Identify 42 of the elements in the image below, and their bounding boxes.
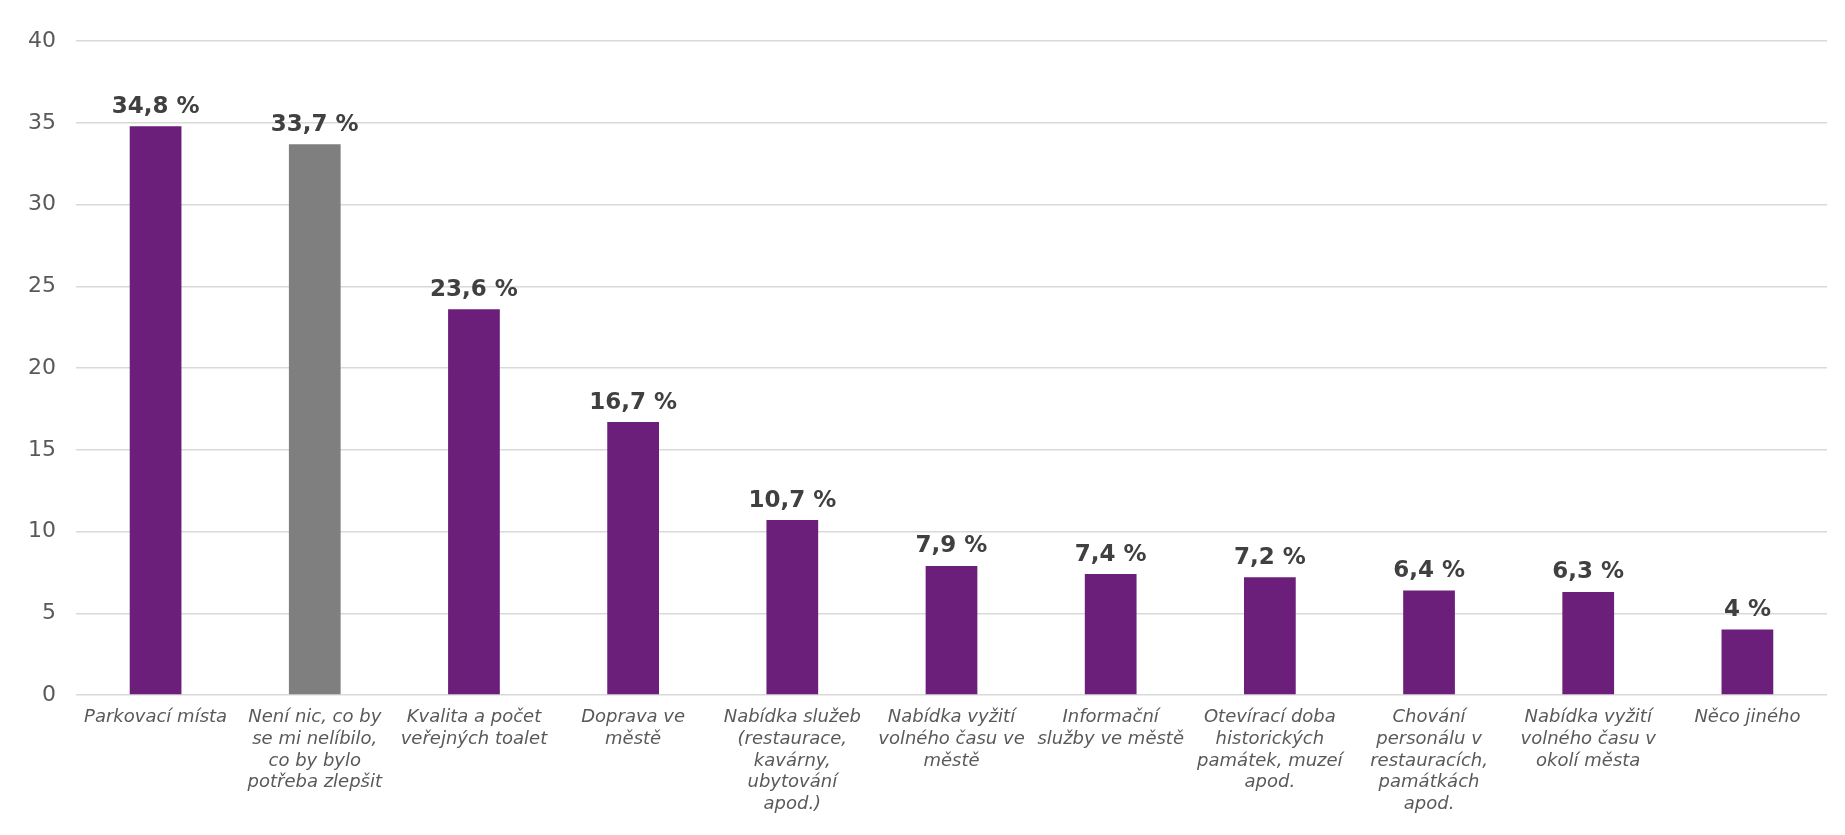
- data-label: 10,7 %: [748, 485, 837, 512]
- bar: [288, 144, 341, 695]
- x-tick-label: Není nic, co by se mi nelíbilo, co by bylo potřeba zlepšit: [246, 705, 383, 792]
- y-tick-label: 10: [27, 517, 56, 543]
- x-tick-label: Nabídka služeb (restaurace, kavárny, ubytování apod.): [723, 705, 861, 813]
- x-tick-label: Informační služby ve městě: [1037, 705, 1184, 749]
- data-label: 23,6 %: [430, 274, 518, 301]
- bar: [448, 309, 500, 695]
- y-tick-label: 5: [41, 598, 56, 624]
- y-tick-label: 20: [27, 353, 56, 379]
- y-tick-label: 15: [27, 435, 56, 461]
- x-tick-label: Parkovací místa: [84, 705, 228, 727]
- x-tick-label: Nabídka vyžití volného času ve městě: [878, 705, 1025, 770]
- x-tick-label: Doprava ve městě: [581, 705, 686, 749]
- data-label: 6,3 %: [1552, 557, 1625, 584]
- x-tick-label: Nabídka vyžití volného času v okolí města: [1520, 705, 1657, 770]
- x-tick-label: Něco jiného: [1694, 705, 1801, 727]
- bar: [1721, 629, 1774, 695]
- bar: [1243, 577, 1296, 695]
- data-label: 33,7 %: [270, 109, 359, 136]
- bar: [607, 422, 659, 695]
- data-label: 7,2 %: [1233, 542, 1306, 569]
- bar: [766, 520, 819, 695]
- y-tick-label: 30: [27, 190, 56, 216]
- y-tick-label: 40: [27, 26, 56, 52]
- bar: [129, 126, 182, 695]
- bar: [1403, 590, 1455, 695]
- data-label: 7,9 %: [915, 531, 988, 558]
- y-tick-label: 35: [27, 108, 56, 134]
- data-label: 7,4 %: [1074, 539, 1147, 566]
- bar: [925, 565, 978, 695]
- bar: [1562, 592, 1615, 695]
- bar: [1084, 574, 1137, 695]
- data-label: 34,8 %: [111, 91, 200, 118]
- x-tick-label: Otevírací doba historických památek, muzeí apod.: [1196, 705, 1346, 792]
- x-tick-label: Kvalita a počet veřejných toalet: [400, 705, 549, 749]
- y-tick-label: 0: [41, 680, 56, 706]
- data-label: 4 %: [1723, 595, 1771, 622]
- x-tick-label: Chování personálu v restauracích, památkách apod.: [1370, 705, 1488, 813]
- data-label: 6,4 %: [1393, 555, 1465, 582]
- y-tick-label: 25: [27, 272, 56, 298]
- data-label: 16,7 %: [589, 387, 678, 414]
